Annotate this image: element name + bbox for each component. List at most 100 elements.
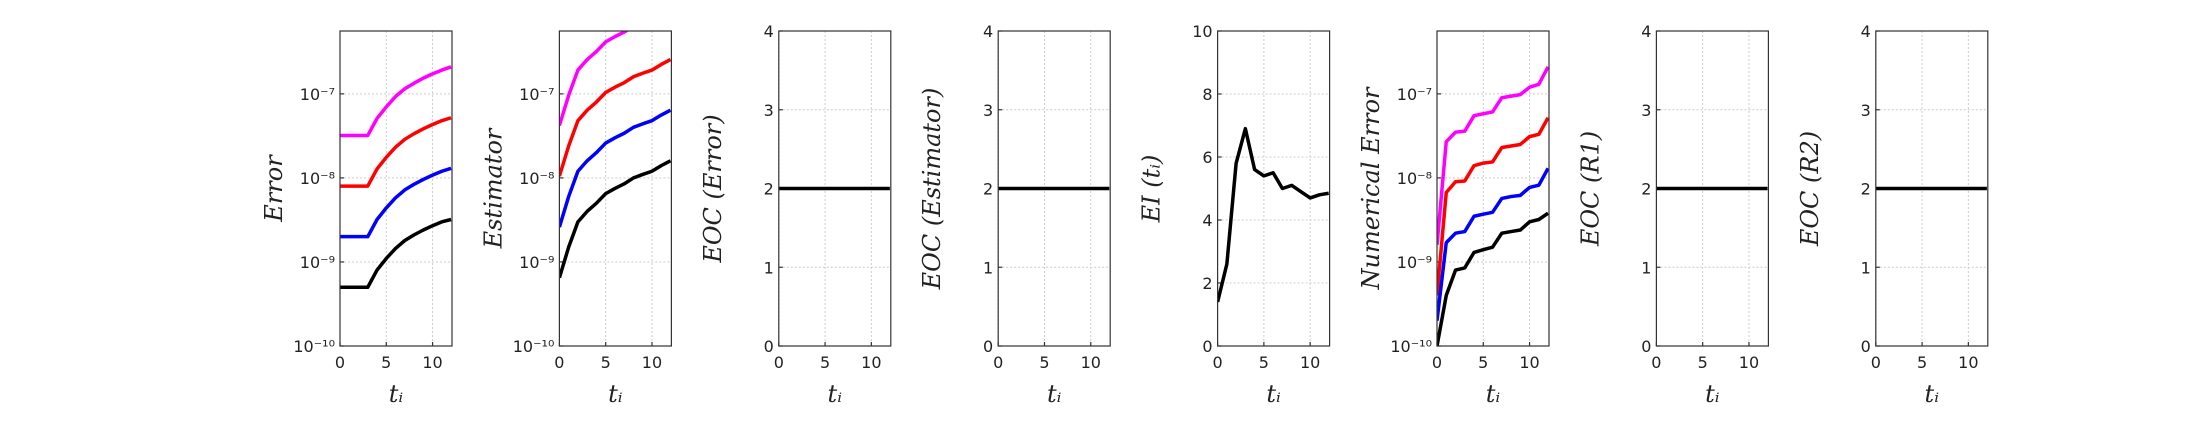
y-tick-label: 1 <box>1861 258 1871 277</box>
panel: 0 5 10 10⁻¹⁰ 10⁻⁹ 10⁻⁸ 10⁻⁷ tᵢ Numerical Error <box>1357 30 1550 408</box>
series-group <box>559 31 672 279</box>
x-tick-label: 0 <box>774 353 784 372</box>
y-tick-label: 10⁻⁷ <box>519 85 554 104</box>
y-tick-label: 3 <box>983 101 993 120</box>
series-line <box>1437 211 1549 346</box>
y-axis-label: EOC (Estimator) <box>918 88 946 291</box>
x-tick-label: 10 <box>1958 353 1978 372</box>
y-tick-label: 0 <box>1202 337 1212 356</box>
y-axis-label: Estimator <box>479 127 507 249</box>
x-tick-label: 0 <box>993 353 1003 372</box>
x-axis-label: tᵢ <box>1486 380 1501 408</box>
series-line <box>559 159 672 279</box>
x-tick-label: 0 <box>1651 353 1661 372</box>
y-tick-label: 10⁻⁹ <box>519 253 554 272</box>
x-tick-label: 10 <box>1739 353 1759 372</box>
series-line <box>340 166 452 239</box>
y-tick-label: 10⁻⁹ <box>1397 253 1432 272</box>
y-tick-label: 4 <box>1202 211 1212 230</box>
y-tick-label: 10⁻⁹ <box>300 253 335 272</box>
axes-frame <box>1875 30 1989 347</box>
y-tick-label: 10⁻⁷ <box>1397 85 1432 104</box>
y-tick-label: 4 <box>1641 22 1651 41</box>
x-tick-label: 0 <box>1871 353 1881 372</box>
y-tick-label: 10⁻¹⁰ <box>513 337 555 356</box>
x-tick-label: 0 <box>1213 353 1223 372</box>
series-line <box>559 108 672 228</box>
axes-frame <box>778 30 892 347</box>
y-tick-label: 1 <box>764 258 774 277</box>
axes-frame <box>1216 30 1331 347</box>
x-tick-label: 0 <box>1432 353 1442 372</box>
x-axis-label: tᵢ <box>1266 380 1281 408</box>
panel: 0 5 10 0 1 2 3 4 tᵢ EOC (Estimator) <box>918 22 1111 408</box>
y-tick-label: 4 <box>1861 22 1871 41</box>
y-tick-label: 3 <box>1641 101 1651 120</box>
y-tick-label: 6 <box>1202 148 1212 167</box>
series-group <box>340 65 452 290</box>
y-tick-label: 2 <box>1861 180 1871 199</box>
axes-frame <box>558 30 673 347</box>
x-tick-label: 5 <box>381 353 391 372</box>
series-line <box>559 58 672 177</box>
x-tick-label: 10 <box>1519 353 1539 372</box>
plot-area <box>1217 31 1330 346</box>
y-tick-label: 10⁻⁷ <box>300 85 335 104</box>
x-tick-label: 5 <box>1039 353 1049 372</box>
y-tick-label: 4 <box>983 22 993 41</box>
y-tick-label: 4 <box>764 22 774 41</box>
y-tick-label: 1 <box>1641 258 1651 277</box>
y-axis-label: EOC (R2) <box>1796 131 1824 247</box>
series-line <box>1217 126 1329 303</box>
x-tick-label: 5 <box>1259 353 1269 372</box>
panel: 0 5 10 0 1 2 3 4 tᵢ EOC (R1) <box>1576 22 1770 408</box>
panel: 0 5 10 10⁻¹⁰ 10⁻⁹ 10⁻⁸ 10⁻⁷ tᵢ Error <box>260 30 453 408</box>
y-axis-label: EOC (R1) <box>1576 131 1604 247</box>
y-tick-label: 0 <box>983 337 993 356</box>
panel: 0 5 10 0 1 2 3 4 tᵢ EOC (Error) <box>699 22 892 408</box>
series-group <box>1437 65 1549 346</box>
panel: 0 5 10 0 2 4 6 8 10 tᵢ EI (tᵢ) <box>1138 22 1331 408</box>
y-tick-label: 2 <box>1641 180 1651 199</box>
y-tick-label: 10 <box>1192 22 1212 41</box>
x-tick-label: 0 <box>554 353 564 372</box>
series-line <box>559 31 630 127</box>
x-axis-label: tᵢ <box>1705 380 1720 408</box>
y-tick-label: 10⁻¹⁰ <box>293 337 335 356</box>
x-tick-label: 10 <box>1300 353 1320 372</box>
panel: 0 5 10 10⁻¹⁰ 10⁻⁹ 10⁻⁸ 10⁻⁷ tᵢ Estimator <box>479 30 673 408</box>
y-axis-label: Numerical Error <box>1357 86 1385 291</box>
y-axis-label: EOC (Error) <box>699 114 727 263</box>
y-tick-label: 0 <box>1641 337 1651 356</box>
x-tick-label: 10 <box>1081 353 1101 372</box>
x-axis-label: tᵢ <box>1925 380 1940 408</box>
series-line <box>1437 65 1549 245</box>
x-axis-label: tᵢ <box>1047 380 1062 408</box>
axes-frame <box>1436 30 1550 347</box>
x-tick-label: 5 <box>1917 353 1927 372</box>
y-tick-label: 10⁻¹⁰ <box>1390 337 1432 356</box>
series-line <box>1437 167 1549 321</box>
y-tick-label: 10⁻⁸ <box>1397 169 1432 188</box>
y-tick-label: 0 <box>764 337 774 356</box>
y-tick-label: 10⁻⁸ <box>519 169 554 188</box>
x-tick-label: 5 <box>1478 353 1488 372</box>
x-axis-label: tᵢ <box>389 380 404 408</box>
x-axis-label: tᵢ <box>608 380 623 408</box>
y-axis-label: EI (tᵢ) <box>1138 155 1166 224</box>
axes-frame <box>1655 30 1770 347</box>
x-tick-label: 5 <box>601 353 611 372</box>
y-tick-label: 3 <box>764 101 774 120</box>
series-line <box>340 65 452 138</box>
x-tick-label: 10 <box>861 353 881 372</box>
series-line <box>1437 116 1549 296</box>
plot-area <box>340 31 452 346</box>
x-tick-label: 5 <box>820 353 830 372</box>
y-tick-label: 1 <box>983 258 993 277</box>
axes-frame <box>997 30 1111 347</box>
series-group <box>1217 126 1329 303</box>
y-tick-label: 2 <box>983 180 993 199</box>
x-tick-label: 10 <box>642 353 662 372</box>
y-tick-label: 2 <box>764 180 774 199</box>
